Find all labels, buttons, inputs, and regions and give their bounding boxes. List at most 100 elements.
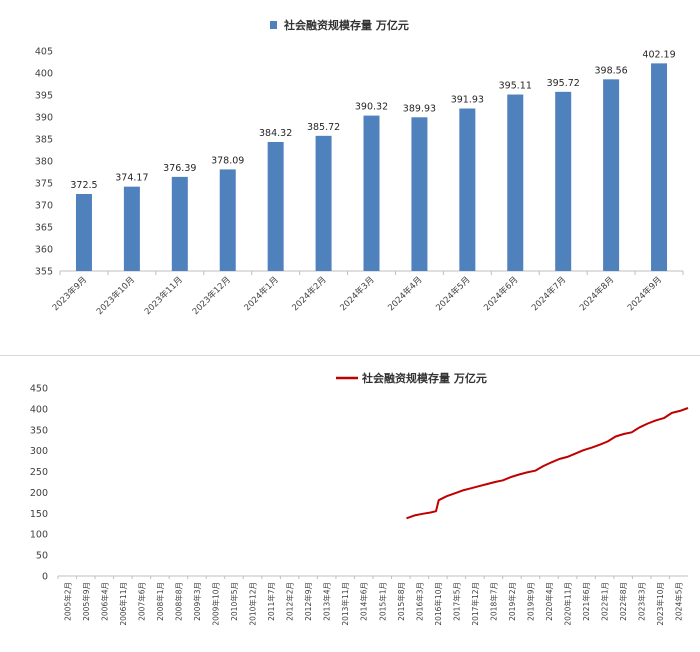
x-tick-label: 2009年3月: [192, 582, 202, 621]
x-tick-label: 2023年10月: [94, 274, 137, 317]
y-tick-label: 350: [30, 425, 48, 436]
bar: [459, 108, 476, 272]
legend-swatch: [270, 21, 277, 29]
data-label: 391.93: [451, 95, 484, 106]
x-tick-label: 2024年9月: [625, 274, 664, 313]
x-tick-label: 2005年9月: [81, 582, 91, 621]
x-tick-label: 2016年3月: [414, 582, 424, 621]
line-chart: 社会融资规模存量 万亿元 0 50 100 150 200 250 300 350 400 450 2…: [30, 371, 689, 626]
x-tick-label: 2006年11月: [118, 582, 128, 626]
y-tick-label: 50: [36, 551, 48, 562]
bar: [315, 135, 332, 271]
data-label: 374.17: [115, 173, 148, 184]
series-line: [406, 407, 689, 520]
x-tick-label: 2022年1月: [600, 582, 610, 621]
data-label: 372.5: [70, 180, 97, 191]
x-tick-label: 2017年12月: [470, 582, 480, 626]
x-tick-label: 2023年11月: [142, 274, 185, 317]
x-tick-label: 2013年4月: [322, 582, 332, 621]
x-tick-label: 2022年8月: [618, 582, 628, 621]
x-tick-label: 2010年5月: [229, 582, 239, 621]
y-tick-label: 200: [30, 488, 48, 499]
data-label: 384.32: [259, 128, 292, 139]
x-tick-label: 2012年9月: [303, 582, 313, 621]
legend-label: 社会融资规模存量 万亿元: [361, 371, 487, 385]
data-label: 389.93: [403, 103, 436, 114]
x-tick-label: 2008年1月: [155, 582, 165, 621]
panel-divider: [0, 355, 700, 356]
y-tick-label: 365: [35, 223, 53, 234]
data-label: 395.72: [547, 78, 580, 89]
bar: [267, 141, 284, 271]
x-tick-label: 2024年6月: [481, 274, 520, 313]
y-tick-label: 380: [35, 157, 53, 168]
x-tick-label: 2024年4月: [386, 274, 425, 313]
x-tick-label: 2015年1月: [377, 582, 387, 621]
y-tick-label: 395: [35, 91, 53, 102]
x-tick-label: 2019年2月: [507, 582, 517, 621]
x-tick-label: 2009年10月: [211, 582, 221, 626]
y-tick-label: 375: [35, 179, 53, 190]
y-tick-label: 150: [30, 509, 48, 520]
y-tick-label: 400: [30, 404, 48, 415]
x-tick-label: 2024年8月: [577, 274, 616, 313]
x-tick-label: 2023年9月: [50, 274, 89, 313]
x-tick-label: 2013年11月: [340, 582, 350, 626]
y-tick-label: 385: [35, 135, 53, 146]
x-tick-label: 2024年5月: [434, 274, 473, 313]
y-tick-label: 405: [35, 47, 53, 58]
bar: [123, 186, 140, 271]
x-tick-label: 2021年6月: [581, 582, 591, 621]
data-label: 395.11: [499, 81, 532, 92]
x-tick-label: 2024年7月: [529, 274, 568, 313]
x-tick-label: 2014年6月: [359, 582, 369, 621]
y-tick-label: 360: [35, 245, 53, 256]
data-label: 378.09: [211, 155, 244, 166]
y-tick-label: 370: [35, 201, 53, 212]
x-tick-label: 2023年10月: [655, 582, 665, 626]
x-tick-label: 2020年11月: [563, 582, 573, 626]
y-tick-label: 300: [30, 446, 48, 457]
x-tick-label: 2019年9月: [526, 582, 536, 621]
y-tick-label: 450: [30, 384, 48, 395]
bar: [555, 91, 572, 271]
x-tick-label: 2023年3月: [637, 582, 647, 621]
bar-chart: 社会融资规模存量 万亿元 355 360 365 370 375 380 385 390 395 4…: [35, 18, 684, 317]
bar: [411, 117, 428, 271]
bar: [507, 94, 524, 272]
bar: [363, 115, 380, 271]
bar: [651, 63, 668, 271]
x-tick-label: 2008年8月: [173, 582, 183, 621]
x-tick-label: 2015年8月: [396, 582, 406, 621]
y-tick-label: 400: [35, 69, 53, 80]
x-tick-label: 2024年2月: [290, 274, 329, 313]
bar: [219, 169, 236, 271]
bar-chart-panel: 社会融资规模存量 万亿元 355 360 365 370 375 380 385 390 395 4…: [34, 18, 684, 318]
line-chart-panel: 社会融资规模存量 万亿元 0 50 100 150 200 250 300 350 400 450 2…: [0, 356, 700, 648]
y-tick-label: 250: [30, 467, 48, 478]
x-tick-label: 2018年7月: [488, 582, 498, 621]
x-tick-label: 2017年5月: [451, 582, 461, 621]
y-tick-label: 390: [35, 113, 53, 124]
y-tick-label: 0: [42, 572, 48, 583]
data-label: 398.56: [594, 65, 627, 76]
data-label: 390.32: [355, 102, 388, 113]
x-tick-label: 2023年12月: [190, 274, 233, 317]
data-label: 376.39: [163, 163, 196, 174]
x-tick-label: 2006年4月: [99, 582, 109, 621]
x-tick-label: 2016年10月: [433, 582, 443, 626]
x-tick-label: 2010年12月: [248, 582, 258, 626]
data-label: 385.72: [307, 122, 340, 133]
y-tick-label: 355: [35, 267, 53, 278]
bar: [603, 79, 620, 271]
x-tick-label: 2007年6月: [136, 582, 146, 621]
x-tick-label: 2024年5月: [674, 582, 684, 621]
x-tick-label: 2012年2月: [285, 582, 295, 621]
bar: [75, 194, 92, 271]
x-tick-label: 2011年7月: [266, 582, 276, 621]
bar: [171, 176, 188, 271]
y-tick-label: 100: [30, 530, 48, 541]
x-tick-label: 2020年4月: [544, 582, 554, 621]
x-tick-label: 2005年2月: [62, 582, 72, 621]
x-tick-label: 2024年1月: [242, 274, 281, 313]
